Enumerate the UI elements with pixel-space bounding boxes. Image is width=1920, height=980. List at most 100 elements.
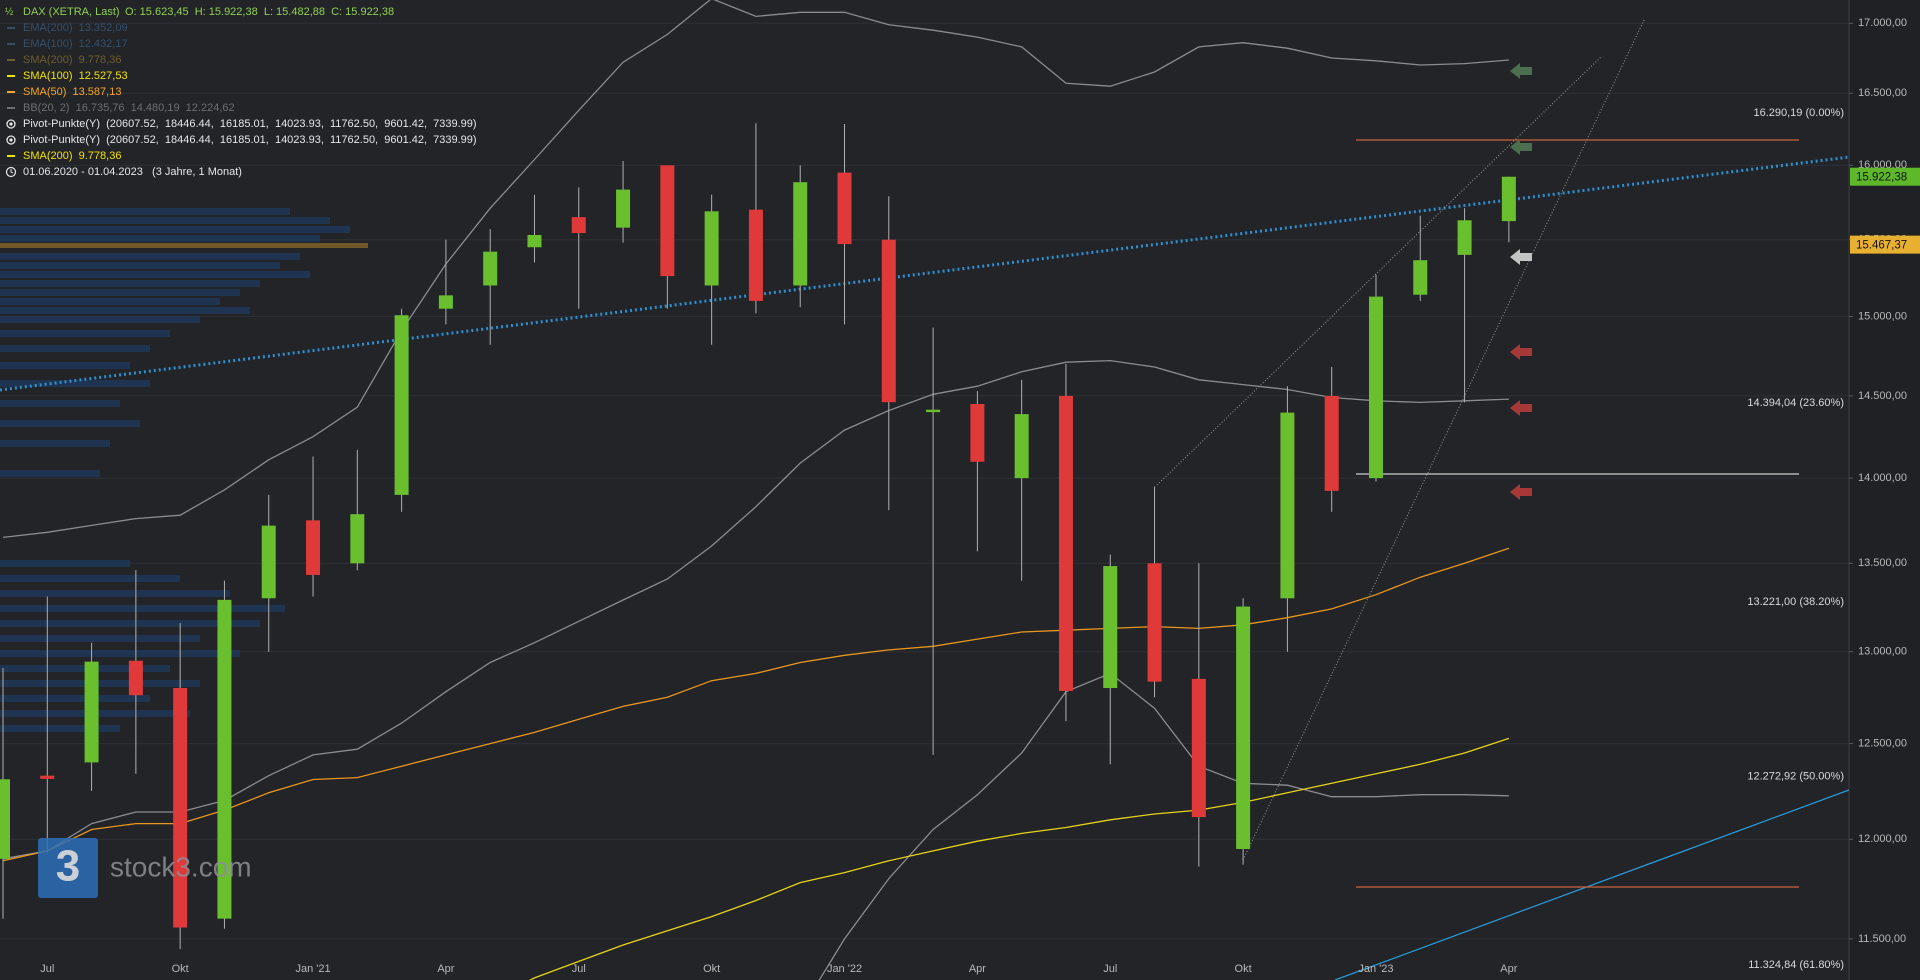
x-tick-label: Okt	[1235, 963, 1252, 975]
x-tick-label: Okt	[172, 963, 189, 975]
x-tick-label: Jul	[1103, 963, 1117, 975]
axis-background	[1849, 0, 1920, 980]
profile-bar	[0, 280, 260, 287]
profile-bar	[0, 226, 350, 233]
indicator-line	[529, 737, 1510, 980]
profile-bar	[0, 345, 150, 352]
indicator-line	[2, 0, 1509, 539]
profile-bar	[0, 725, 120, 732]
price-tag-label: 15.467,37	[1856, 240, 1907, 252]
candles	[0, 123, 1516, 950]
candle-body	[1103, 566, 1118, 689]
support-line	[1334, 789, 1849, 980]
legend-swatch	[9, 138, 13, 142]
x-tick-label: Okt	[703, 963, 720, 975]
x-tick-label: Jan '22	[827, 963, 862, 975]
watermark: 3 stock3.com	[38, 838, 252, 898]
candle-body	[1324, 395, 1339, 491]
x-tick-label: Jul	[40, 963, 54, 975]
profile-bar	[0, 271, 310, 278]
candle-body	[173, 688, 188, 928]
fib-label: 14.394,04 (23.60%)	[1747, 397, 1844, 409]
legend-label: Pivot-Punkte(Y) (20607.52, 18446.44, 161…	[23, 134, 477, 146]
candle-body	[748, 209, 763, 301]
x-tick-label: Jan '21	[295, 963, 330, 975]
profile-bar	[0, 307, 250, 314]
x-tick-label: Jan '23	[1358, 963, 1393, 975]
profile-bar	[0, 217, 330, 224]
arrow-marker	[1510, 484, 1532, 500]
candle-body	[84, 661, 99, 763]
candle-body	[527, 235, 542, 248]
candle-body	[1501, 176, 1516, 222]
legend-label: BB(20, 2) 16.735,76 14.480,19 12.224,62	[23, 102, 235, 114]
candle-body	[40, 775, 55, 779]
legend-label: SMA(200) 9.778,36	[23, 54, 121, 66]
profile-bar	[0, 330, 170, 337]
channel-line	[1242, 17, 1646, 861]
x-tick-label: Apr	[1500, 963, 1517, 975]
arrow-marker	[1510, 344, 1532, 360]
indicator-line	[818, 672, 1509, 980]
profile-bar	[0, 298, 220, 305]
profile-bar	[0, 289, 240, 296]
profile-bar	[0, 362, 130, 369]
candle-body	[128, 660, 143, 696]
drawings	[0, 17, 1849, 980]
y-tick-label: 15.000,00	[1858, 310, 1907, 322]
legend-label: SMA(200) 9.778,36	[23, 150, 121, 162]
candle-body	[1413, 260, 1428, 295]
profile-poc	[0, 243, 368, 248]
profile-bar	[0, 560, 130, 567]
profile-bar	[0, 470, 100, 477]
candle-body	[1058, 395, 1073, 691]
candle-body	[616, 189, 631, 228]
candle-body	[394, 315, 409, 495]
y-tick-label: 16.500,00	[1858, 87, 1907, 99]
profile-bar	[0, 235, 320, 242]
fib-label: 11.324,84 (61.80%)	[1748, 959, 1844, 971]
profile-bar	[0, 680, 200, 687]
y-tick-label: 13.000,00	[1858, 646, 1907, 658]
price-tag-label: 15.922,38	[1856, 172, 1907, 184]
candle-body	[1236, 606, 1251, 849]
candle-body	[837, 172, 852, 245]
legend: DAX (XETRA, Last) O: 15.623,45 H: 15.922…	[5, 6, 477, 178]
y-tick-label: 13.500,00	[1858, 557, 1907, 569]
x-tick-label: Jul	[572, 963, 586, 975]
candle-body	[926, 409, 941, 413]
profile-bar	[0, 590, 230, 597]
candle-body	[1457, 220, 1472, 255]
candle-body	[970, 404, 985, 462]
legend-label: SMA(50) 13.587,13	[23, 86, 121, 98]
legend-swatch	[6, 119, 16, 129]
labels: 11.500,00 12.000,00 12.500,00 13.000,00 13.5…	[40, 17, 1920, 975]
profile-bar	[0, 253, 300, 260]
candle-body	[793, 182, 808, 286]
candle-body	[1191, 678, 1206, 818]
legend-swatch	[10, 169, 14, 174]
legend-label: 01.06.2020 - 01.04.2023 (3 Jahre, 1 Mona…	[23, 166, 242, 178]
candle-body	[0, 779, 10, 859]
candle-body	[217, 599, 232, 919]
indicator-line	[2, 547, 1510, 862]
profile-bar	[0, 400, 120, 407]
profile-bar	[0, 316, 200, 323]
candle-body	[438, 295, 453, 309]
candle-body	[1368, 296, 1383, 479]
channel-line	[1156, 55, 1603, 486]
x-tick-label: Apr	[969, 963, 986, 975]
candle-body	[1147, 563, 1162, 682]
profile-bar	[0, 635, 200, 642]
candle-body	[350, 514, 365, 564]
plot-background	[0, 0, 1849, 980]
profile-bar	[0, 208, 290, 215]
arrow-marker	[1510, 63, 1532, 79]
candle-body	[483, 251, 498, 286]
legend-symbol: DAX (XETRA, Last)	[23, 6, 120, 18]
legend-label: SMA(100) 12.527,53	[23, 70, 128, 82]
candle-body	[881, 239, 896, 403]
candle-body	[1280, 412, 1295, 599]
